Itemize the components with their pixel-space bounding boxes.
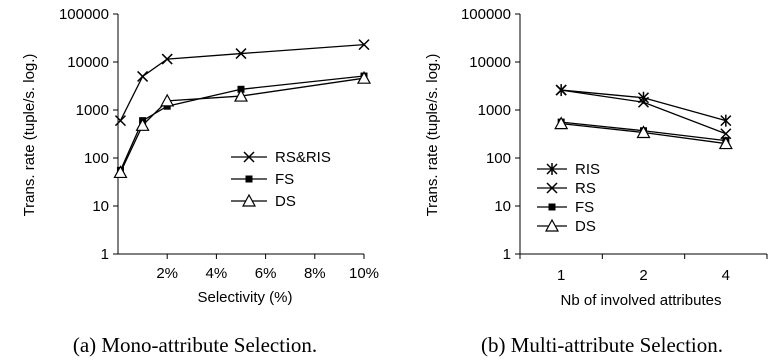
legend-marker [548,203,556,211]
data-point [720,128,732,140]
legend-marker [243,151,255,163]
data-point [233,88,249,102]
data-point [137,70,149,82]
data-point [235,48,247,60]
data-point [636,125,651,139]
y-tick-label: 10 [92,198,109,215]
x-tick-label: 4 [722,267,730,284]
x-tick-label: 4% [206,265,228,282]
legend-marker [241,193,257,207]
legend-label: FS [575,199,594,216]
y-tick-label: 100000 [461,6,511,23]
caption: (a) Mono-attribute Selection. [73,333,317,357]
x-tick-label: 1 [557,267,565,284]
y-tick-label: 1 [101,246,109,263]
y-tick-label: 10000 [67,54,109,71]
x-tick-label: 10% [349,265,379,282]
x-tick-label: 2 [639,267,647,284]
legend-label: RIS [575,161,600,178]
legend-item: DS [231,193,296,210]
x-axis-label: Nb of involved attributes [561,292,722,309]
y-tick-label: 100000 [59,6,109,23]
legend-label: DS [275,193,296,210]
chart-mono-attribute: Trans. rate (tuple/s. log.) Selectivity … [21,6,379,357]
series-rs-ris [114,39,370,127]
caption: (b) Multi-attribute Selection. [481,333,723,357]
legend-marker [245,175,253,183]
data-point [358,39,370,51]
data-point [161,53,173,65]
x-tick-label: 2% [156,265,178,282]
legend-item: RS [537,180,596,197]
legend-label: RS [575,180,596,197]
chart-multi-attribute: Trans. rate (tuple/s. log.) Nb of involv… [424,6,768,357]
data-point [637,96,650,108]
legend-label: FS [275,171,294,188]
series-ris [555,84,732,127]
data-point [356,70,372,84]
series-ds [554,116,733,150]
x-tick-label: 6% [255,265,277,282]
series-ds [113,70,372,179]
series-rs [555,84,732,140]
legend: RS&RIS FS DS [231,149,331,210]
data-point [554,116,569,130]
legend-item: DS [537,218,596,235]
data-point [114,115,126,127]
y-tick-label: 100 [486,150,511,167]
y-axis-label: Trans. rate (tuple/s. log.) [424,54,441,217]
x-axis-label: Selectivity (%) [197,289,292,306]
y-tick-label: 10 [494,198,511,215]
y-tick-label: 1000 [76,102,109,119]
legend-marker [546,163,558,175]
legend-label: RS&RIS [275,149,331,166]
data-point [135,118,150,131]
legend-label: DS [575,218,596,235]
data-point [720,114,732,127]
y-tick-label: 1000 [478,102,511,119]
y-axis-label: Trans. rate (tuple/s. log.) [21,54,38,217]
legend: RIS RS FS DS [537,161,600,235]
data-point [113,165,128,179]
y-tick-label: 10000 [469,54,511,71]
legend-item: FS [537,199,594,216]
legend-marker [546,182,558,194]
data-point [718,136,733,150]
legend-item: FS [231,171,294,188]
data-point [160,93,175,107]
y-tick-label: 100 [84,150,109,167]
x-tick-label: 8% [304,265,326,282]
data-point [555,84,567,96]
legend-item: RS&RIS [231,149,331,166]
series-line [119,43,365,121]
legend-marker [544,218,560,232]
legend-item: RIS [537,161,600,178]
y-tick-label: 1 [503,246,511,263]
